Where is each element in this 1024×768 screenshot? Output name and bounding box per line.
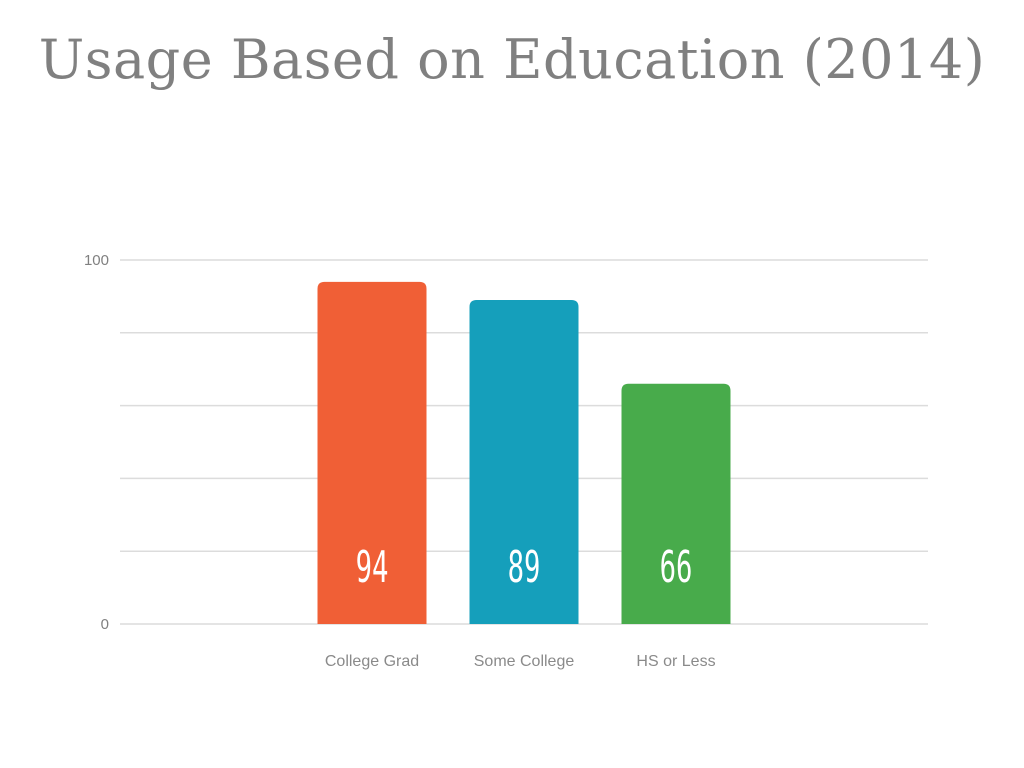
x-tick-label: Some College <box>474 653 575 670</box>
chart-title: Usage Based on Education (2014) <box>38 28 986 91</box>
x-tick-label: College Grad <box>325 653 419 670</box>
y-tick-label: 0 <box>101 616 109 633</box>
bar-college-grad <box>317 281 427 624</box>
bar-value-label: 66 <box>660 541 693 593</box>
x-tick-label: HS or Less <box>636 653 715 670</box>
bar-some-college <box>469 300 579 624</box>
bar-value-label: 89 <box>508 541 541 593</box>
y-tick-label: 100 <box>84 252 109 269</box>
bar-hs-or-less <box>621 383 731 624</box>
bar-value-label: 94 <box>356 541 389 593</box>
